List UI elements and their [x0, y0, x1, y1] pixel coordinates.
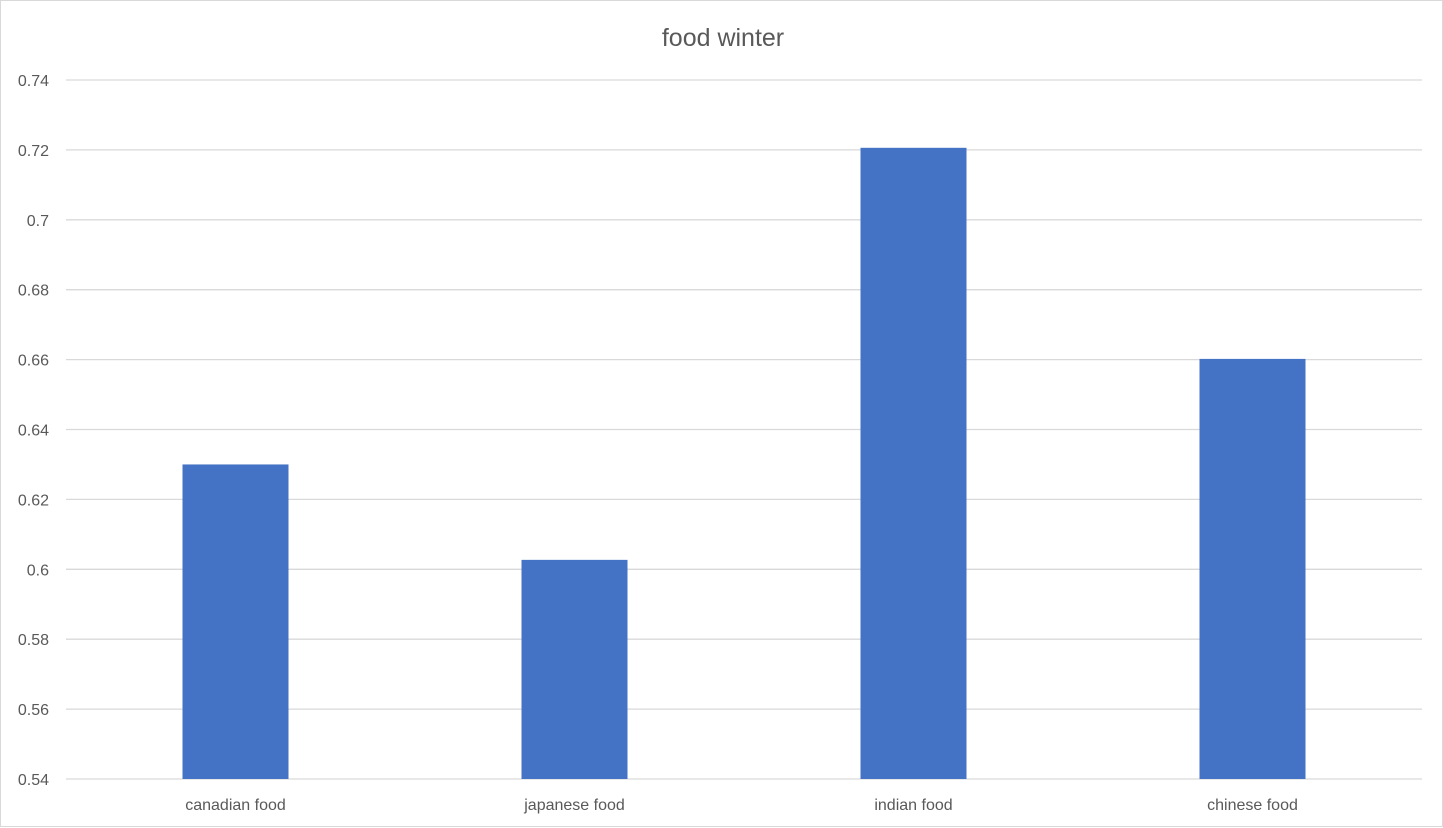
- x-category-label: japanese food: [523, 797, 625, 814]
- x-category-label: canadian food: [185, 797, 286, 814]
- bar-indian-food: [860, 147, 967, 780]
- y-tick-label: 0.58: [18, 632, 49, 649]
- bar-canadian-food: [182, 464, 289, 779]
- y-tick-label: 0.7: [27, 213, 49, 230]
- gridlines: [66, 79, 1422, 780]
- y-tick-label: 0.72: [18, 143, 49, 160]
- x-category-label: indian food: [874, 797, 952, 814]
- bars: [182, 147, 1306, 780]
- y-tick-label: 0.68: [18, 283, 49, 300]
- x-category-label: chinese food: [1207, 797, 1298, 814]
- chart-title: food winter: [662, 24, 784, 52]
- bar-chinese-food: [1199, 358, 1306, 779]
- y-tick-label: 0.54: [18, 772, 49, 789]
- x-axis-category-labels: canadian food japanese food indian food chi…: [185, 797, 1298, 814]
- y-tick-label: 0.62: [18, 492, 49, 509]
- y-tick-label: 0.74: [18, 73, 49, 90]
- y-tick-label: 0.66: [18, 353, 49, 370]
- y-axis-tick-labels: 0.54 0.56 0.58 0.6 0.62 0.64 0.66 0.68 0.7 0.72 0.…: [18, 73, 49, 789]
- y-tick-label: 0.6: [27, 562, 49, 579]
- y-tick-label: 0.56: [18, 702, 49, 719]
- bar-japanese-food: [521, 559, 628, 779]
- y-tick-label: 0.64: [18, 423, 49, 440]
